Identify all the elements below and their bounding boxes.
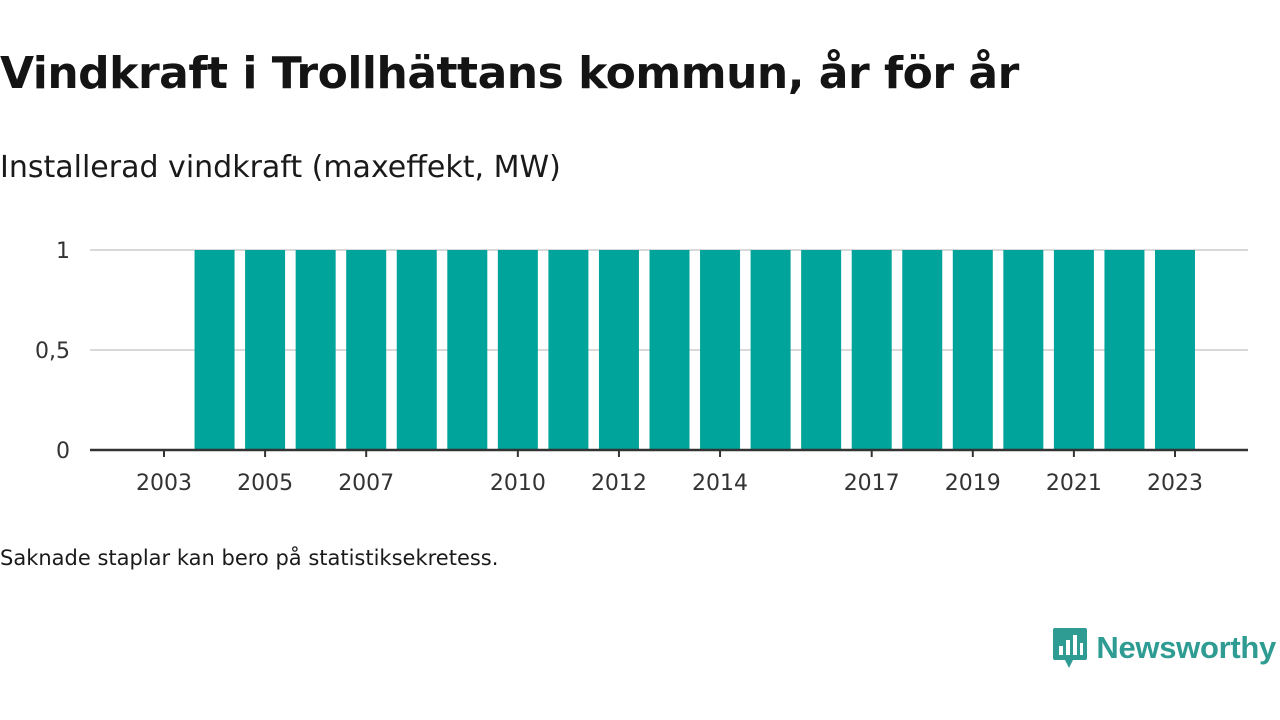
brand-logo[interactable]: Newsworthy	[1052, 626, 1276, 670]
newsworthy-chart-bubble-icon	[1053, 628, 1088, 668]
bar	[952, 250, 993, 450]
x-tick-labels: 2003 2005 2007 2010 2012 2014 2017 2019 2021 2023	[136, 450, 1203, 496]
bar	[649, 250, 690, 450]
bar	[700, 250, 741, 450]
bar	[245, 250, 286, 450]
bar	[447, 250, 488, 450]
bar-chart: 00,51 2003 2005 2007 2010 2012 2014 2017 2019 20…	[35, 239, 1248, 496]
x-tick-label: 2012	[591, 471, 647, 496]
bar	[598, 250, 639, 450]
y-tick-label: 1	[56, 239, 70, 264]
x-tick-label: 2010	[490, 471, 546, 496]
bar	[497, 250, 538, 450]
x-tick-label: 2017	[844, 471, 900, 496]
chart-subtitle: Installerad vindkraft (maxeffekt, MW)	[0, 150, 561, 185]
x-tick-label: 2005	[237, 471, 293, 496]
x-tick-label: 2003	[136, 471, 192, 496]
bar	[396, 250, 437, 450]
bar	[1155, 250, 1195, 450]
chart-title: Vindkraft i Trollhättans kommun, år för …	[0, 48, 1019, 99]
bar	[750, 250, 791, 450]
bar	[295, 250, 336, 450]
bar	[548, 250, 589, 450]
bar	[346, 250, 387, 450]
y-tick-label: 0,5	[35, 339, 70, 364]
x-tick-label: 2021	[1046, 471, 1102, 496]
y-tick-labels: 00,51	[35, 239, 70, 464]
bar	[1053, 250, 1094, 450]
x-tick-label: 2023	[1147, 471, 1203, 496]
bar	[902, 250, 943, 450]
bars	[194, 250, 1195, 450]
x-tick-label: 2014	[692, 471, 748, 496]
bar	[194, 250, 235, 450]
bar	[851, 250, 892, 450]
brand-name: Newsworthy	[1096, 630, 1276, 665]
bar	[1104, 250, 1145, 450]
y-tick-label: 0	[56, 439, 70, 464]
bar	[1003, 250, 1044, 450]
x-tick-label: 2019	[945, 471, 1001, 496]
footnote: Saknade staplar kan bero på statistiksek…	[0, 546, 499, 570]
x-tick-label: 2007	[338, 471, 394, 496]
bar	[801, 250, 842, 450]
